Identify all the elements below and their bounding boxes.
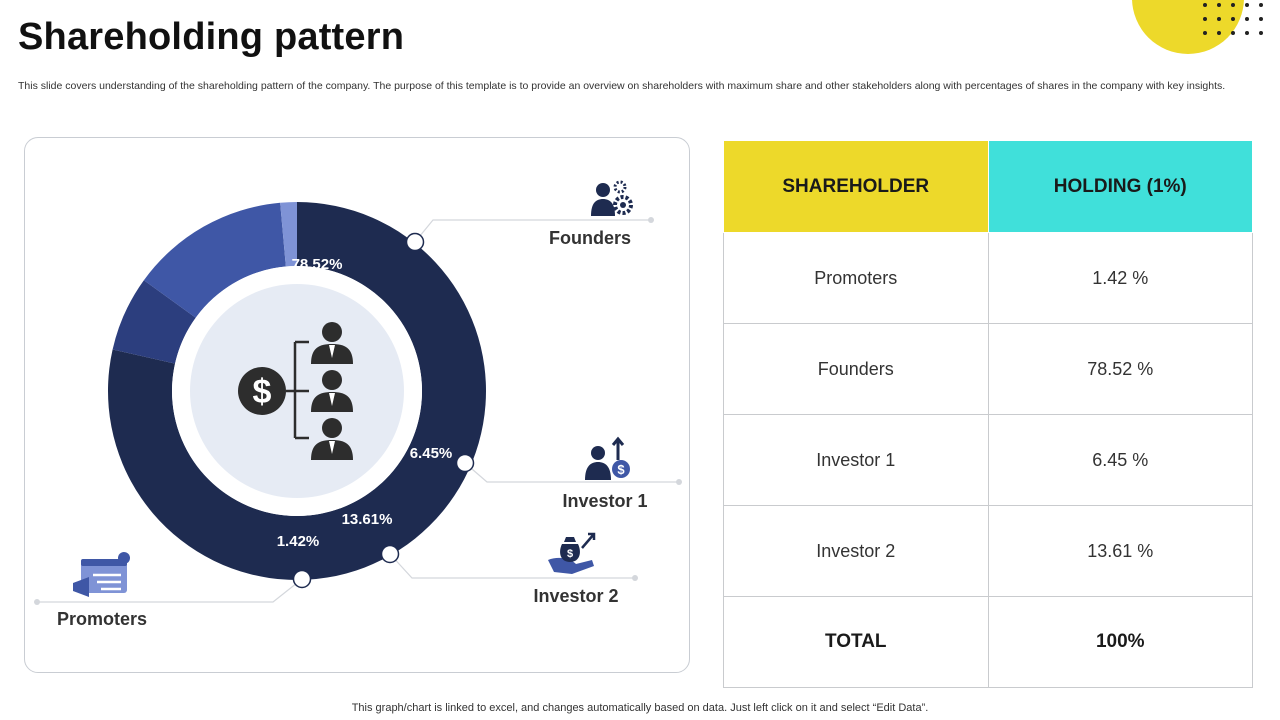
category-label-founders: Founders bbox=[549, 228, 631, 248]
callout-line-investor-1 bbox=[464, 462, 679, 483]
total-label-cell: TOTAL bbox=[723, 596, 989, 688]
footer-note: This graph/chart is linked to excel, and… bbox=[351, 702, 929, 714]
callout-end-dot-founders bbox=[648, 217, 654, 223]
shareholder-cell: Promoters bbox=[723, 232, 989, 324]
svg-text:$: $ bbox=[567, 548, 573, 560]
dollar-org-chart-icon: $ bbox=[238, 322, 353, 460]
data-label-founders: 78.52% bbox=[292, 256, 343, 273]
table-total-row: TOTAL 100% bbox=[723, 596, 1253, 688]
callout-line-investor-2 bbox=[389, 553, 635, 579]
shareholding-table-container: SHAREHOLDER HOLDING (1%) Promoters 1.42 … bbox=[723, 140, 1253, 688]
callout-line-founders bbox=[414, 219, 651, 243]
shareholder-cell: Investor 2 bbox=[723, 505, 989, 597]
table-row: Investor 2 13.61 % bbox=[723, 505, 1253, 597]
holding-cell: 1.42 % bbox=[987, 232, 1253, 324]
shareholder-cell: Investor 1 bbox=[723, 414, 989, 506]
callout-end-dot-investor-1 bbox=[676, 479, 682, 485]
donut-slice-promoters[interactable] bbox=[280, 202, 297, 267]
table-row: Promoters 1.42 % bbox=[723, 232, 1253, 324]
donut-slice-founders[interactable] bbox=[107, 202, 486, 580]
callout-end-dot-promoters bbox=[34, 599, 40, 605]
hand-money-bag-icon: $ bbox=[548, 532, 596, 574]
callout-end-dot-investor-2 bbox=[632, 575, 638, 581]
total-value-cell: 100% bbox=[987, 596, 1253, 688]
donut-slice-investor-1[interactable] bbox=[112, 280, 196, 364]
column-header-holding: HOLDING (1%) bbox=[987, 140, 1253, 233]
callout-marker-investor-1 bbox=[455, 453, 475, 473]
shareholding-table: SHAREHOLDER HOLDING (1%) Promoters 1.42 … bbox=[723, 140, 1253, 688]
decorative-dot-grid bbox=[1203, 3, 1273, 43]
donut-chart-card[interactable]: $ $ $ 78.52% Founders 6.45% Investor 1 13.61%… bbox=[24, 137, 690, 673]
category-label-promoters: Promoters bbox=[57, 609, 147, 629]
holding-cell: 6.45 % bbox=[987, 414, 1253, 506]
category-label-investor-1: Investor 1 bbox=[562, 491, 647, 511]
promotion-megaphone-icon bbox=[73, 552, 130, 597]
donut-chart[interactable]: $ $ $ 78.52% Founders 6.45% Investor 1 13.61%… bbox=[25, 138, 691, 674]
page-title: Shareholding pattern bbox=[18, 16, 405, 58]
category-label-investor-2: Investor 2 bbox=[533, 586, 618, 606]
callout-marker-investor-2 bbox=[380, 544, 400, 564]
table-row: Investor 1 6.45 % bbox=[723, 414, 1253, 506]
svg-text:$: $ bbox=[617, 462, 625, 477]
shareholder-cell: Founders bbox=[723, 323, 989, 415]
team-gear-icon bbox=[591, 180, 633, 216]
data-label-investor-1: 6.45% bbox=[410, 445, 453, 462]
data-label-promoters: 1.42% bbox=[277, 533, 320, 550]
data-label-investor-2: 13.61% bbox=[342, 511, 393, 528]
table-row: Founders 78.52 % bbox=[723, 323, 1253, 415]
holding-cell: 13.61 % bbox=[987, 505, 1253, 597]
investor-dollar-growth-icon: $ bbox=[585, 436, 630, 480]
donut-slice-investor-2[interactable] bbox=[143, 202, 286, 318]
callout-marker-founders bbox=[405, 232, 425, 252]
callout-marker-promoters bbox=[292, 569, 312, 589]
callout-line-promoters bbox=[37, 578, 303, 603]
page-description: This slide covers understanding of the s… bbox=[18, 80, 1226, 92]
column-header-shareholder: SHAREHOLDER bbox=[723, 140, 989, 233]
svg-text:$: $ bbox=[253, 373, 272, 411]
holding-cell: 78.52 % bbox=[987, 323, 1253, 415]
